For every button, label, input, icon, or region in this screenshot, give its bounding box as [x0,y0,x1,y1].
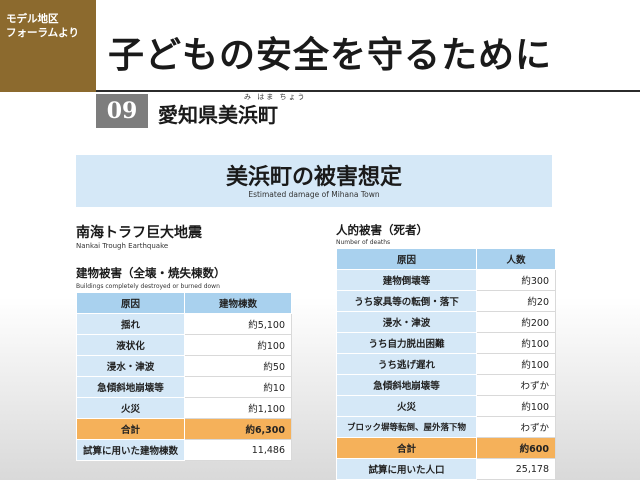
casualties-table-title: 人的被害（死者） [336,223,428,237]
basis-row: 試算に用いた建物棟数 11,486 [76,439,292,461]
table-row: うち逃げ遅れ 約100 [336,353,556,375]
value-cell: わずか [476,416,556,438]
value-cell: 約200 [476,311,556,333]
value-cell: わずか [476,374,556,396]
cause-cell: 建物倒壊等 [336,269,477,291]
damage-header: 美浜町の被害想定 Estimated damage of Mihana Town [76,155,552,207]
table-row: うち自力脱出困難 約100 [336,332,556,354]
total-row: 合計 約600 [336,437,556,459]
top-band [0,0,640,92]
cause-cell: 浸水・津波 [336,311,477,333]
value-cell: 約100 [476,395,556,417]
value-cell: 約50 [184,355,292,377]
value-cell: 約1,100 [184,397,292,419]
value-cell: 約100 [184,334,292,356]
value-cell: 約100 [476,353,556,375]
basis-row: 試算に用いた人口 25,178 [336,458,556,480]
area-name: 愛知県美浜町 [158,103,278,127]
basis-value: 11,486 [184,439,292,461]
cause-cell: 急傾斜地崩壊等 [336,374,477,396]
table-row: 急傾斜地崩壊等 約10 [76,376,292,398]
damage-header-title: 美浜町の被害想定 [225,165,402,190]
value-cell: 約100 [476,332,556,354]
casualties-table: 原因 人数 建物倒壊等 約300 うち家具等の転倒・落下 約20 浸水・津波 約… [336,248,556,480]
value-cell: 約10 [184,376,292,398]
series-label-line1: モデル地区 [6,13,59,25]
scenario-title: 南海トラフ巨大地震 [76,225,202,241]
basis-value: 25,178 [476,458,556,480]
damage-header-subtitle: Estimated damage of Mihana Town [248,190,380,199]
basis-label: 試算に用いた人口 [336,458,477,480]
value-cell: 約5,100 [184,313,292,335]
cause-cell: 浸水・津波 [76,355,185,377]
total-value: 約600 [476,437,556,459]
cause-cell: 火災 [76,397,185,419]
total-value: 約6,300 [184,418,292,440]
page-title: 子どもの安全を守るために [108,35,553,76]
cause-cell: 火災 [336,395,477,417]
column-header: 原因 [336,248,477,270]
table-row: 浸水・津波 約50 [76,355,292,377]
episode-number: 09 [96,94,148,128]
cause-cell: ブロック塀等転倒、屋外落下物 [336,416,477,438]
total-label: 合計 [76,418,185,440]
table-row: 建物倒壊等 約300 [336,269,556,291]
table-row: 浸水・津波 約200 [336,311,556,333]
cause-cell: 揺れ [76,313,185,335]
table-row: 火災 約1,100 [76,397,292,419]
column-header: 建物棟数 [184,292,292,314]
total-row: 合計 約6,300 [76,418,292,440]
buildings-table: 原因 建物棟数 揺れ 約5,100 液状化 約100 浸水・津波 約50 急傾斜… [76,292,292,461]
column-header: 人数 [476,248,556,270]
table-row: 火災 約100 [336,395,556,417]
value-cell: 約20 [476,290,556,312]
table-row: うち家具等の転倒・落下 約20 [336,290,556,312]
total-label: 合計 [336,437,477,459]
column-header: 原因 [76,292,185,314]
table-header-row: 原因 人数 [336,248,556,270]
buildings-table-title: 建物被害（全壊・焼失棟数） [76,266,226,280]
casualties-table-subtitle: Number of deaths [336,239,391,246]
cause-cell: 液状化 [76,334,185,356]
cause-cell: 急傾斜地崩壊等 [76,376,185,398]
table-header-row: 原因 建物棟数 [76,292,292,314]
table-row: 揺れ 約5,100 [76,313,292,335]
basis-label: 試算に用いた建物棟数 [76,439,185,461]
cause-cell: うち家具等の転倒・落下 [336,290,477,312]
cause-cell: うち自力脱出困難 [336,332,477,354]
table-row: 液状化 約100 [76,334,292,356]
area-name-ruby: み はま ちょう [244,93,307,101]
value-cell: 約300 [476,269,556,291]
buildings-table-subtitle: Buildings completely destroyed or burned… [76,283,220,290]
series-label-line2: フォーラムより [6,27,79,39]
table-row: 急傾斜地崩壊等 わずか [336,374,556,396]
cause-cell: うち逃げ遅れ [336,353,477,375]
table-row: ブロック塀等転倒、屋外落下物 わずか [336,416,556,438]
scenario-subtitle: Nankai Trough Earthquake [76,242,169,250]
series-label: モデル地区 フォーラムより [0,0,96,92]
